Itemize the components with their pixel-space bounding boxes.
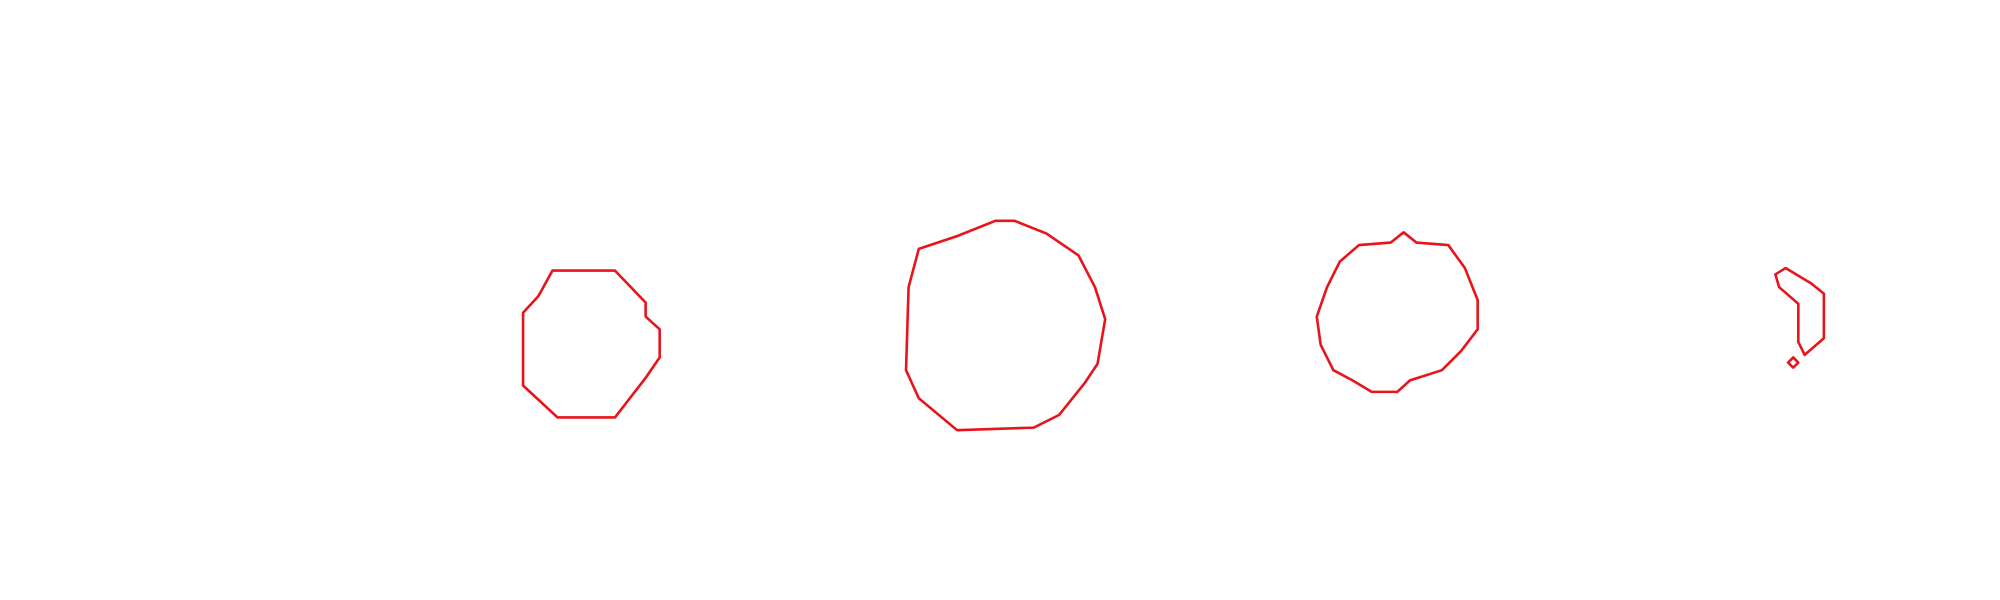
slice-image <box>1317 232 1478 392</box>
slice-image <box>1775 268 1824 368</box>
slice-image <box>906 221 1105 430</box>
contour <box>1788 357 1798 367</box>
contour <box>523 271 660 418</box>
contour <box>1317 232 1478 392</box>
contour <box>1775 268 1824 355</box>
slice-image <box>523 271 660 418</box>
contour <box>906 221 1105 430</box>
